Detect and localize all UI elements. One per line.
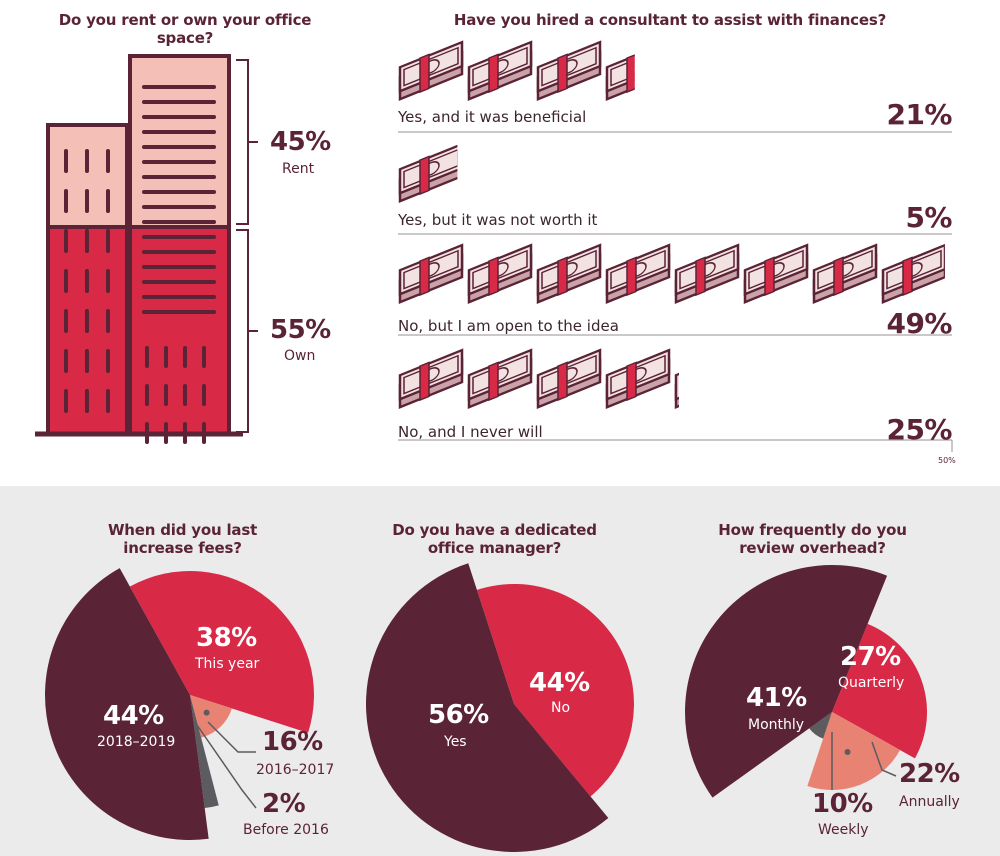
rent-label: Rent bbox=[282, 161, 315, 177]
money-stack-icon bbox=[812, 243, 878, 304]
fees-title: When did you last increase fees? bbox=[60, 521, 305, 557]
pie2-no-percent: 44% bbox=[529, 668, 590, 698]
pie2-yes-label: Yes bbox=[444, 734, 467, 750]
money-row-4 bbox=[398, 348, 679, 409]
overhead-title-line-1: How frequently do you bbox=[718, 521, 907, 539]
pie3-quarterly-label: Quarterly bbox=[838, 675, 905, 691]
pie1-slice-1 bbox=[129, 571, 314, 733]
pie1-2018-percent: 44% bbox=[103, 701, 164, 731]
money-stack-icon bbox=[398, 40, 464, 101]
pie3-annually-percent: 22% bbox=[899, 759, 960, 789]
pie1-this-year-label: This year bbox=[195, 656, 260, 672]
fees-title-line-2: increase fees? bbox=[123, 539, 242, 557]
row-2-percent: 5% bbox=[905, 201, 952, 234]
pie3-leader-dot-3 bbox=[819, 721, 826, 728]
row-3-percent: 49% bbox=[886, 307, 952, 340]
pie1-slice-2 bbox=[190, 695, 232, 738]
pie3-annually-label: Annually bbox=[899, 794, 960, 810]
money-stack-icon bbox=[536, 348, 602, 409]
money-stack-icon bbox=[536, 40, 602, 101]
money-stack-icon bbox=[674, 243, 740, 304]
manager-title-line-1: Do you have a dedicated bbox=[392, 521, 597, 539]
row-1-percent: 21% bbox=[886, 98, 952, 131]
money-stack-icon bbox=[605, 348, 671, 409]
pie1-slice-4 bbox=[45, 568, 209, 840]
pie1-2018-label: 2018–2019 bbox=[97, 734, 176, 750]
pie1-2016-label: 2016–2017 bbox=[256, 762, 335, 778]
axis-max-label: 50% bbox=[938, 456, 956, 465]
pie1-before-leader bbox=[196, 724, 257, 809]
right-tower-bottom bbox=[128, 225, 231, 436]
own-percent: 55% bbox=[270, 315, 331, 345]
pie3-slice-2 bbox=[807, 712, 901, 790]
manager-title: Do you have a dedicated office manager? bbox=[372, 521, 617, 557]
own-label: Own bbox=[284, 348, 316, 364]
pie1-before-label: Before 2016 bbox=[243, 822, 329, 838]
money-stack-icon bbox=[674, 348, 679, 409]
row-4-percent: 25% bbox=[886, 413, 952, 446]
office-space-title: Do you rent or own your office space? bbox=[58, 11, 312, 47]
pie1-2016-percent: 16% bbox=[262, 727, 323, 757]
pie3-weekly-percent: 10% bbox=[812, 789, 873, 819]
money-stack-icon bbox=[467, 348, 533, 409]
fees-title-line-1: When did you last bbox=[107, 521, 258, 539]
money-stack-icon bbox=[398, 348, 464, 409]
pie3-weekly-label: Weekly bbox=[818, 822, 869, 838]
pie2-slice-2 bbox=[365, 563, 609, 853]
money-stack-icon bbox=[398, 243, 464, 304]
money-stack-icon bbox=[881, 243, 945, 304]
right-tower-top bbox=[128, 54, 231, 229]
money-stack-icon bbox=[605, 40, 635, 101]
row-4-label: No, and I never will bbox=[398, 423, 543, 441]
money-stack-icon bbox=[536, 243, 602, 304]
manager-title-line-2: office manager? bbox=[427, 539, 562, 557]
money-stack-icon bbox=[743, 243, 809, 304]
money-stack-icon bbox=[467, 243, 533, 304]
pie3-quarterly-percent: 27% bbox=[840, 642, 901, 672]
pie3-slice-4 bbox=[685, 565, 888, 798]
pie2-slice-1 bbox=[476, 583, 635, 797]
consultant-chart bbox=[398, 40, 953, 452]
pie1-before-percent: 2% bbox=[262, 789, 306, 819]
consultant-title: Have you hired a consultant to assist wi… bbox=[453, 11, 887, 29]
row-2-label: Yes, but it was not worth it bbox=[398, 211, 598, 229]
rent-percent: 45% bbox=[270, 127, 331, 157]
building-windows bbox=[64, 85, 216, 444]
money-row-1 bbox=[398, 40, 635, 101]
money-row-2 bbox=[398, 142, 458, 203]
row-1-label: Yes, and it was beneficial bbox=[398, 108, 587, 126]
money-row-3 bbox=[398, 243, 945, 304]
building-chart bbox=[35, 54, 258, 444]
money-stack-icon bbox=[398, 142, 458, 203]
pie1-2016-leader bbox=[207, 721, 256, 753]
pie3-leader-dot-2 bbox=[844, 748, 851, 755]
pie3-monthly-percent: 41% bbox=[746, 683, 807, 713]
overhead-title: How frequently do you review overhead? bbox=[690, 521, 935, 557]
row-3-label: No, but I am open to the idea bbox=[398, 317, 619, 335]
pie3-monthly-label: Monthly bbox=[748, 717, 805, 733]
pie3-slice-1 bbox=[832, 623, 927, 759]
pie2-yes-percent: 56% bbox=[428, 700, 489, 730]
pie1-slice-3 bbox=[190, 695, 219, 809]
pie1-this-year-percent: 38% bbox=[196, 623, 257, 653]
money-stack-icon bbox=[605, 243, 671, 304]
pie3-annually-leader bbox=[871, 741, 897, 777]
overhead-title-line-2: review overhead? bbox=[739, 539, 886, 557]
pie2-no-label: No bbox=[551, 700, 571, 716]
pie1-leader-dot-2 bbox=[203, 709, 210, 716]
money-stack-icon bbox=[467, 40, 533, 101]
